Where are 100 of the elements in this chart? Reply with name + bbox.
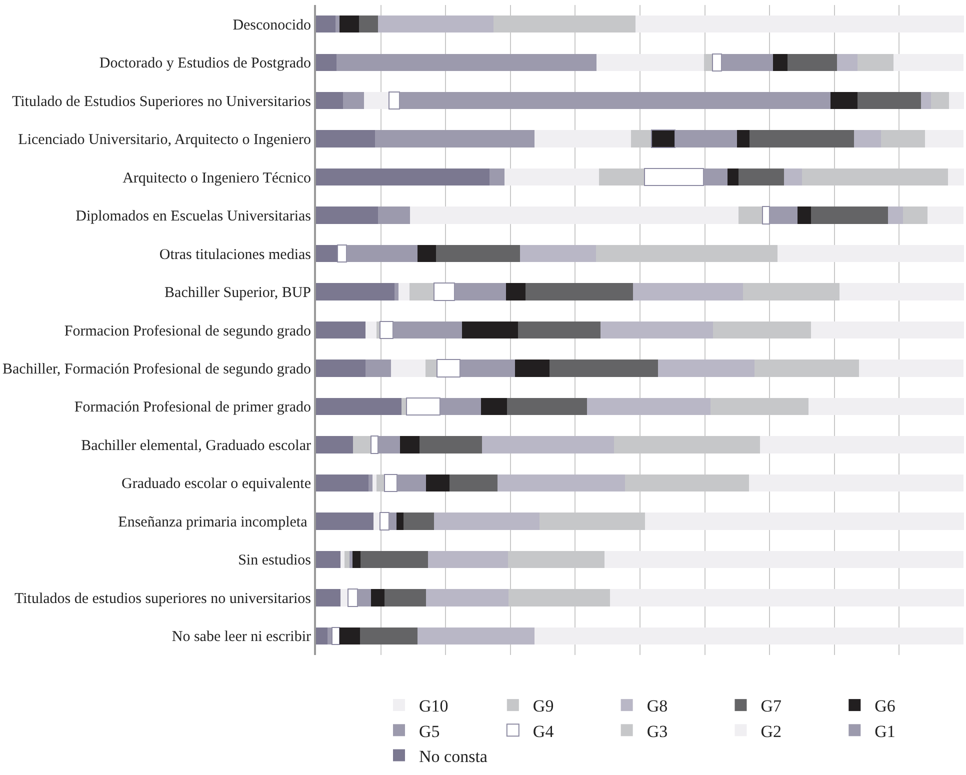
bar	[339, 16, 359, 33]
bar	[930, 92, 950, 110]
bar	[830, 92, 858, 110]
bar	[371, 589, 385, 606]
bar	[364, 92, 390, 110]
y-tick-label: Licenciado Universitario, Arquitecto o Ingeniero	[18, 132, 311, 148]
bar	[808, 398, 964, 416]
bar	[921, 92, 931, 110]
bar	[772, 54, 788, 71]
bar	[549, 360, 658, 377]
y-tick-label: Sin estudios	[238, 552, 312, 569]
bar	[518, 321, 600, 339]
bar	[374, 512, 380, 530]
y-tick-label: Titulados de estudios superiores no universitarios	[14, 590, 312, 607]
bar	[525, 283, 633, 300]
bar	[418, 244, 436, 262]
bar	[600, 321, 714, 339]
legend-label: G5	[419, 722, 440, 741]
bar	[358, 16, 378, 33]
bar	[727, 168, 738, 186]
bar	[398, 283, 410, 300]
bar	[400, 436, 420, 454]
bar	[460, 360, 515, 377]
bar	[534, 627, 964, 644]
bar	[704, 168, 728, 186]
bar	[507, 398, 587, 416]
bar	[400, 92, 831, 110]
bar	[370, 436, 379, 454]
bar	[378, 436, 400, 454]
bar	[426, 474, 450, 492]
bar	[316, 130, 375, 148]
bar	[784, 168, 802, 186]
bar	[604, 550, 964, 568]
bar	[384, 589, 426, 606]
y-tick-label: Arquitecto o Ingeniero Técnico	[122, 170, 311, 186]
bar	[481, 398, 508, 416]
bar	[586, 398, 711, 416]
bar	[418, 627, 534, 644]
legend-label: No consta	[419, 746, 488, 766]
bar	[346, 244, 418, 262]
bar	[316, 360, 366, 377]
bar	[760, 436, 964, 454]
bar	[777, 244, 964, 262]
bar	[420, 436, 482, 454]
bar	[674, 130, 738, 148]
bar	[762, 206, 770, 224]
legend-label: G4	[532, 722, 554, 741]
bar	[365, 360, 392, 377]
bar	[316, 206, 378, 224]
legend-label: G9	[532, 696, 554, 716]
bar	[340, 550, 345, 568]
bar	[350, 550, 352, 568]
y-tick-label: Desconocido	[232, 17, 311, 34]
bar	[316, 398, 402, 416]
bar	[840, 283, 964, 300]
bar	[410, 206, 738, 224]
bar	[335, 16, 340, 33]
bar	[403, 512, 434, 530]
bar	[436, 244, 520, 262]
bar	[391, 360, 426, 377]
bar	[534, 130, 631, 148]
legend-label: G1	[874, 722, 896, 741]
bar	[428, 550, 508, 568]
bar	[632, 283, 744, 300]
bar	[316, 589, 341, 606]
bar	[770, 206, 798, 224]
bar	[426, 360, 438, 377]
bar	[394, 283, 398, 300]
bar	[316, 627, 328, 644]
bar	[374, 130, 534, 148]
y-tick-label: Bachiller Superior, BUP	[164, 285, 311, 302]
bar	[316, 474, 368, 492]
bar	[520, 244, 596, 262]
bar	[903, 206, 928, 224]
bar	[316, 16, 336, 33]
bar	[388, 91, 400, 110]
bar	[738, 168, 784, 186]
bar	[339, 627, 360, 644]
bar	[722, 54, 773, 71]
legend-label: G6	[874, 696, 896, 716]
bar	[737, 130, 750, 148]
bar	[811, 321, 964, 339]
bar	[347, 588, 358, 607]
bar	[384, 474, 398, 492]
y-tick-label: Otras titulaciones medias	[159, 246, 312, 263]
bar	[396, 512, 404, 530]
bar	[426, 589, 508, 606]
bar	[658, 360, 755, 377]
bar	[380, 512, 390, 530]
bar	[378, 206, 410, 224]
y-tick-label: Diplomados en Escuelas Universitarias	[76, 208, 312, 225]
bar	[454, 283, 506, 300]
bar	[948, 168, 964, 186]
bar	[490, 168, 505, 186]
y-tick-label: Graduado escolar o equivalente	[122, 476, 312, 492]
bar	[316, 321, 366, 339]
y-tick-label: Enseñanza primaria incompleta	[118, 514, 311, 530]
bar	[336, 54, 597, 71]
bar	[462, 321, 518, 339]
bar	[436, 359, 460, 378]
